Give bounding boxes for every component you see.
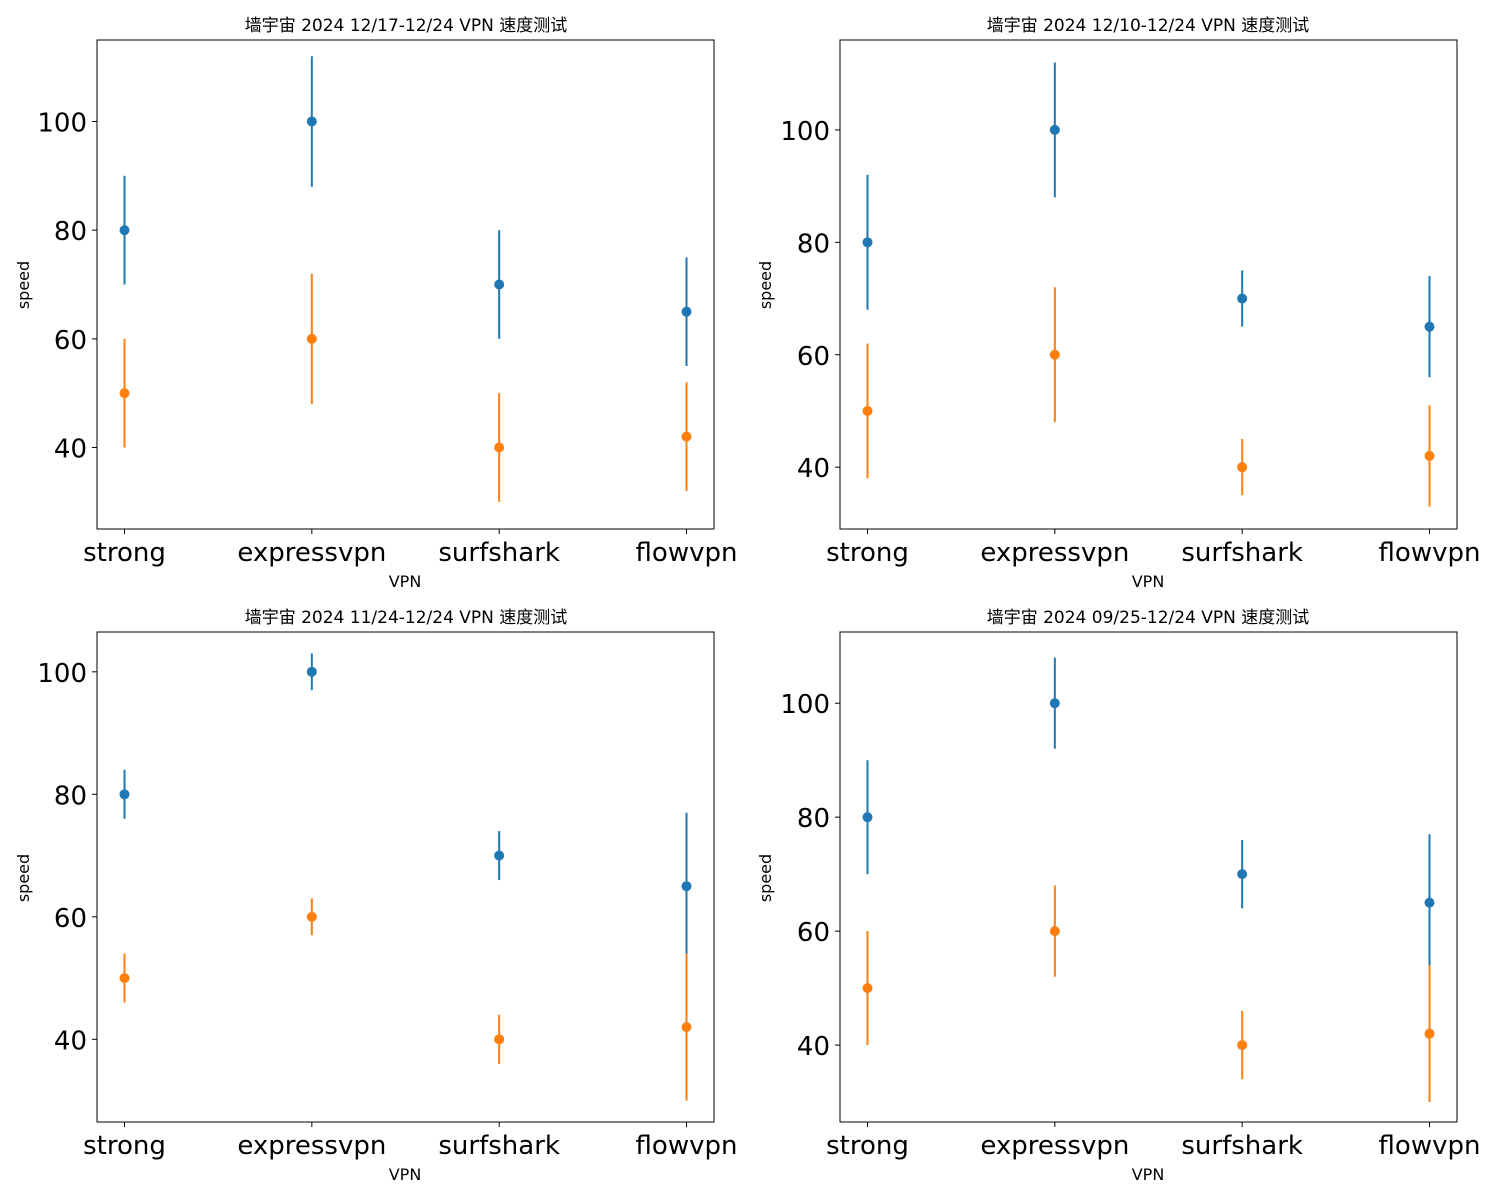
data-point xyxy=(1424,897,1435,908)
y-tick-label: 40 xyxy=(797,1032,830,1062)
data-point xyxy=(681,431,692,442)
y-tick-label: 80 xyxy=(54,781,87,811)
plot-area: 40 60 80 100 strong expressvpn surfshark flowvp… xyxy=(37,39,738,568)
plot-area: 40 60 80 100 strong expressvpn surfshark flowvp… xyxy=(780,631,1481,1161)
y-axis-label: speed xyxy=(14,854,33,902)
y-axis-label: speed xyxy=(756,854,775,902)
x-tick-label: flowvpn xyxy=(1379,538,1481,568)
plot-area: 40 60 80 100 strong expressvpn surfshark flowvp… xyxy=(37,631,738,1161)
x-tick-label: flowvpn xyxy=(636,1131,738,1161)
data-point xyxy=(119,225,130,236)
data-point xyxy=(1237,293,1248,304)
x-tick-label: surfshark xyxy=(438,538,560,568)
y-axis-label: speed xyxy=(14,261,33,309)
x-tick-label: surfshark xyxy=(438,1131,560,1161)
y-tick-label: 100 xyxy=(780,117,830,147)
chart-title: 墙宇宙 2024 12/10-12/24 VPN 速度测试 xyxy=(987,16,1310,36)
data-point xyxy=(494,1034,505,1045)
data-point xyxy=(494,442,505,453)
data-point xyxy=(119,388,130,399)
plot-frame xyxy=(839,631,1458,1123)
data-point xyxy=(306,911,317,922)
data-point xyxy=(1424,1028,1435,1039)
data-point xyxy=(1049,349,1060,360)
x-tick-label: flowvpn xyxy=(636,538,738,568)
y-axis-label: speed xyxy=(756,261,775,309)
y-tick-label: 80 xyxy=(797,229,830,259)
y-tick-label: 100 xyxy=(37,109,87,139)
x-axis-label: VPN xyxy=(389,572,422,591)
x-axis-label: VPN xyxy=(1132,572,1165,591)
data-point xyxy=(1049,698,1060,709)
x-tick-label: expressvpn xyxy=(237,538,386,568)
data-point xyxy=(119,789,130,800)
data-point xyxy=(862,237,873,248)
x-tick-label: strong xyxy=(83,538,166,568)
data-point xyxy=(862,983,873,994)
data-point xyxy=(306,333,317,344)
y-tick-label: 40 xyxy=(54,1026,87,1056)
y-tick-label: 60 xyxy=(797,342,830,372)
chart-title: 墙宇宙 2024 11/24-12/24 VPN 速度测试 xyxy=(245,608,568,628)
data-point xyxy=(1049,124,1060,135)
x-tick-label: expressvpn xyxy=(237,1131,386,1161)
chart-panel-1: 墙宇宙 2024 12/17-12/24 VPN 速度测试 VPN speed … xyxy=(14,16,737,591)
x-tick-label: flowvpn xyxy=(1379,1131,1481,1161)
data-point xyxy=(1237,462,1248,473)
chart-panel-3: 墙宇宙 2024 11/24-12/24 VPN 速度测试 VPN speed … xyxy=(14,608,737,1184)
x-tick-label: surfshark xyxy=(1181,1131,1303,1161)
y-tick-label: 60 xyxy=(54,326,87,356)
data-point xyxy=(862,405,873,416)
chart-title: 墙宇宙 2024 09/25-12/24 VPN 速度测试 xyxy=(987,608,1310,628)
data-point xyxy=(1049,926,1060,937)
data-point xyxy=(1424,321,1435,332)
x-tick-label: strong xyxy=(826,538,909,568)
data-point xyxy=(1237,869,1248,880)
data-point xyxy=(306,116,317,127)
y-tick-label: 80 xyxy=(54,217,87,247)
data-point xyxy=(681,881,692,892)
chart-title: 墙宇宙 2024 12/17-12/24 VPN 速度测试 xyxy=(245,16,568,36)
y-tick-label: 80 xyxy=(797,804,830,834)
data-point xyxy=(862,812,873,823)
x-tick-label: strong xyxy=(83,1131,166,1161)
data-point xyxy=(494,279,505,290)
data-point xyxy=(681,306,692,317)
data-point xyxy=(1237,1040,1248,1051)
data-point xyxy=(306,666,317,677)
data-point xyxy=(119,973,130,984)
plot-frame xyxy=(96,39,715,530)
x-tick-label: expressvpn xyxy=(980,538,1129,568)
chart-panel-2: 墙宇宙 2024 12/10-12/24 VPN 速度测试 VPN speed … xyxy=(756,16,1480,591)
data-point xyxy=(681,1022,692,1033)
chart-panel-4: 墙宇宙 2024 09/25-12/24 VPN 速度测试 VPN speed … xyxy=(756,608,1480,1184)
plot-area: 40 60 80 100 strong expressvpn surfshark flowvp… xyxy=(780,39,1481,568)
y-tick-label: 60 xyxy=(797,918,830,948)
y-tick-label: 60 xyxy=(54,904,87,934)
x-tick-label: strong xyxy=(826,1131,909,1161)
data-point xyxy=(494,850,505,861)
y-tick-label: 40 xyxy=(54,435,87,465)
x-axis-label: VPN xyxy=(1132,1165,1165,1184)
x-axis-label: VPN xyxy=(389,1165,422,1184)
plot-frame xyxy=(839,39,1458,530)
y-tick-label: 100 xyxy=(37,659,87,689)
y-tick-label: 40 xyxy=(797,454,830,484)
plot-frame xyxy=(96,631,715,1123)
x-tick-label: expressvpn xyxy=(980,1131,1129,1161)
x-tick-label: surfshark xyxy=(1181,538,1303,568)
y-tick-label: 100 xyxy=(780,690,830,720)
data-point xyxy=(1424,450,1435,461)
